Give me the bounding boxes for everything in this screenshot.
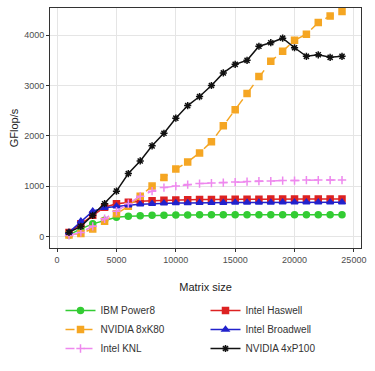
svg-text:20000: 20000 bbox=[282, 255, 307, 265]
svg-text:0: 0 bbox=[39, 232, 44, 242]
svg-text:Intel Broadwell: Intel Broadwell bbox=[246, 324, 312, 335]
svg-text:4000: 4000 bbox=[24, 30, 44, 40]
svg-text:NVIDIA 8xK80: NVIDIA 8xK80 bbox=[101, 324, 165, 335]
svg-text:Intel KNL: Intel KNL bbox=[101, 343, 143, 354]
svg-text:2000: 2000 bbox=[24, 131, 44, 141]
svg-text:5000: 5000 bbox=[106, 255, 126, 265]
svg-text:GFlop/s: GFlop/s bbox=[8, 108, 20, 147]
svg-text:0: 0 bbox=[55, 255, 60, 265]
svg-text:3000: 3000 bbox=[24, 81, 44, 91]
svg-text:Intel Haswell: Intel Haswell bbox=[246, 305, 303, 316]
svg-text:Matrix size: Matrix size bbox=[179, 281, 232, 293]
svg-text:IBM Power8: IBM Power8 bbox=[101, 305, 156, 316]
svg-text:15000: 15000 bbox=[223, 255, 248, 265]
svg-text:NVIDIA 4xP100: NVIDIA 4xP100 bbox=[246, 343, 316, 354]
svg-text:10000: 10000 bbox=[163, 255, 188, 265]
svg-text:25000: 25000 bbox=[341, 255, 366, 265]
svg-text:1000: 1000 bbox=[24, 181, 44, 191]
